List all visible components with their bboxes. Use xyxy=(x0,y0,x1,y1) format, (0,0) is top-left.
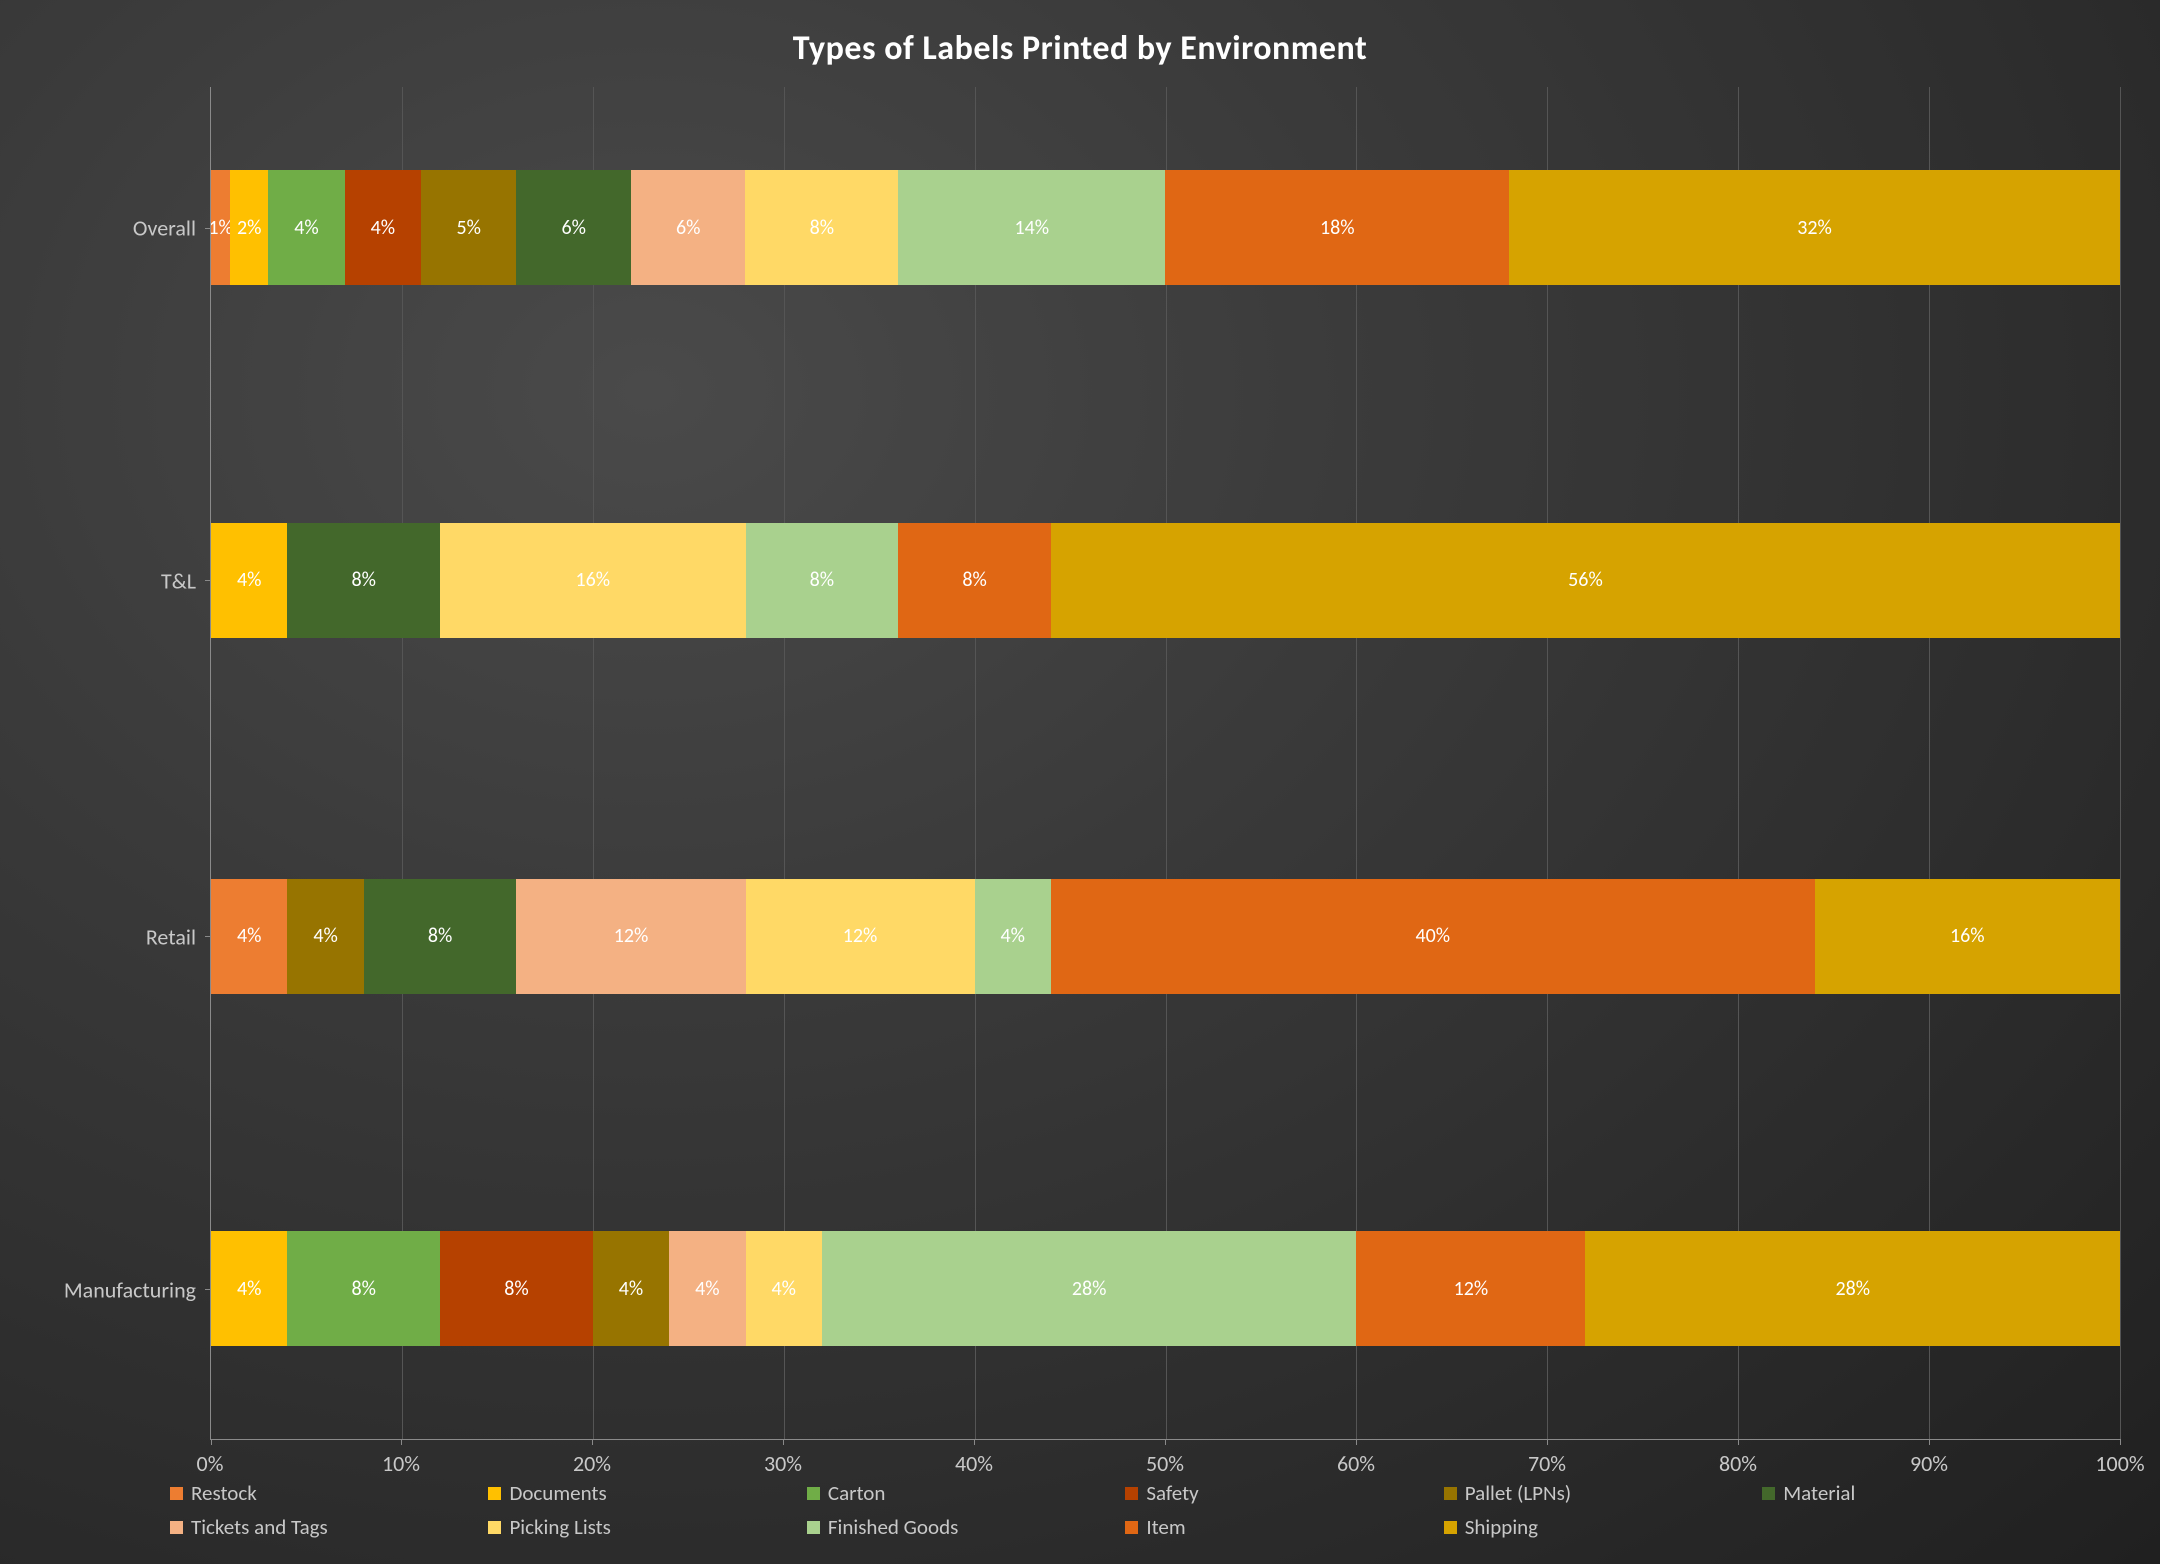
bar-segment-carton: 8% xyxy=(287,1231,440,1346)
legend-item-pallet: Pallet (LPNs) xyxy=(1444,1480,1762,1506)
bar-segment-tickets: 4% xyxy=(669,1231,745,1346)
bar-row: 4%4%8%12%12%4%40%16% xyxy=(211,879,2120,994)
chart-title: Types of Labels Printed by Environment xyxy=(40,28,2120,69)
bar-row: 1%2%4%4%5%6%6%8%14%18%32% xyxy=(211,170,2120,285)
legend-item-safety: Safety xyxy=(1125,1480,1443,1506)
bar-segment-restock: 1% xyxy=(211,170,230,285)
bar-segment-finished: 8% xyxy=(746,523,899,638)
bar-segment-documents: 2% xyxy=(230,170,268,285)
legend-label: Material xyxy=(1783,1480,1855,1506)
legend-swatch xyxy=(488,1487,501,1500)
legend-label: Carton xyxy=(828,1480,886,1506)
gridline xyxy=(2120,87,2121,1439)
x-tick-label: 0% xyxy=(197,1450,224,1477)
bar-segment-pallet: 4% xyxy=(593,1231,669,1346)
x-tick-label: 60% xyxy=(1337,1450,1375,1477)
bar-segment-picking: 4% xyxy=(746,1231,822,1346)
legend-item-item: Item xyxy=(1125,1514,1443,1540)
x-tick-label: 10% xyxy=(382,1450,420,1477)
bar-segment-safety: 8% xyxy=(440,1231,593,1346)
plot-area: 1%2%4%4%5%6%6%8%14%18%32%4%8%16%8%8%56%4… xyxy=(210,87,2120,1440)
category-label: T&L xyxy=(161,567,196,594)
legend-label: Item xyxy=(1146,1514,1185,1540)
bar-segment-restock: 4% xyxy=(211,879,287,994)
legend-label: Documents xyxy=(509,1480,606,1506)
chart-container: Types of Labels Printed by Environment O… xyxy=(0,0,2160,1564)
x-tick-label: 30% xyxy=(764,1450,802,1477)
x-tick-label: 70% xyxy=(1528,1450,1566,1477)
legend-item-restock: Restock xyxy=(170,1480,488,1506)
bar-row: 4%8%8%4%0%4%4%28%12%28% xyxy=(211,1231,2120,1346)
legend-swatch xyxy=(1762,1487,1775,1500)
legend-item-tickets: Tickets and Tags xyxy=(170,1514,488,1540)
legend-swatch xyxy=(1125,1521,1138,1534)
bar-row: 4%8%16%8%8%56% xyxy=(211,523,2120,638)
category-label: Retail xyxy=(146,923,196,950)
bar-segment-finished: 28% xyxy=(822,1231,1357,1346)
legend-label: Pallet (LPNs) xyxy=(1465,1480,1571,1506)
bar-segment-tickets: 12% xyxy=(516,879,745,994)
bar-segment-picking: 8% xyxy=(745,170,898,285)
bar-segment-shipping: 56% xyxy=(1051,523,2120,638)
legend-label: Finished Goods xyxy=(828,1514,958,1540)
legend-swatch xyxy=(1444,1521,1457,1534)
bar-segment-shipping: 32% xyxy=(1509,170,2120,285)
legend-swatch xyxy=(1444,1487,1457,1500)
legend-label: Shipping xyxy=(1465,1514,1538,1540)
bar-segment-finished: 4% xyxy=(975,879,1051,994)
legend-swatch xyxy=(807,1487,820,1500)
legend-item-finished: Finished Goods xyxy=(807,1514,1125,1540)
bar-segment-finished: 14% xyxy=(898,170,1165,285)
x-tick-label: 80% xyxy=(1719,1450,1757,1477)
legend-label: Picking Lists xyxy=(509,1514,610,1540)
x-tick-label: 50% xyxy=(1146,1450,1184,1477)
bar-segment-item: 40% xyxy=(1051,879,1815,994)
legend-item-shipping: Shipping xyxy=(1444,1514,1762,1540)
bar-segment-item: 12% xyxy=(1356,1231,1585,1346)
bar-segment-pallet: 4% xyxy=(287,879,363,994)
y-axis-labels: Overall T&L Retail Manufacturing xyxy=(40,87,210,1440)
bar-segment-documents: 4% xyxy=(211,523,287,638)
category-label: Overall xyxy=(133,214,196,241)
plot-zone: OverallT&LRetailManufacturing 1%2%4%4%5%… xyxy=(40,87,2120,1440)
bar-segment-material: 8% xyxy=(364,879,517,994)
bar-segment-documents: 4% xyxy=(211,1231,287,1346)
legend: Restock Documents Carton Safety Pallet (LPNs… xyxy=(170,1480,2100,1540)
x-tick-label: 20% xyxy=(573,1450,611,1477)
legend-swatch xyxy=(170,1521,183,1534)
bar-segment-shipping: 16% xyxy=(1815,879,2120,994)
legend-item-material: Material xyxy=(1762,1480,2080,1506)
x-tick-label: 40% xyxy=(955,1450,993,1477)
bar-segment-picking: 16% xyxy=(440,523,745,638)
legend-label: Safety xyxy=(1146,1480,1198,1506)
category-label: Manufacturing xyxy=(64,1276,196,1303)
x-tick-label: 100% xyxy=(2095,1450,2144,1477)
bar-segment-material: 8% xyxy=(287,523,440,638)
legend-item-picking: Picking Lists xyxy=(488,1514,806,1540)
legend-item-carton: Carton xyxy=(807,1480,1125,1506)
legend-swatch xyxy=(170,1487,183,1500)
bar-segment-carton: 4% xyxy=(268,170,344,285)
legend-swatch xyxy=(807,1521,820,1534)
legend-swatch xyxy=(1125,1487,1138,1500)
bar-segment-item: 8% xyxy=(898,523,1051,638)
bar-segment-pallet: 5% xyxy=(421,170,516,285)
legend-item-documents: Documents xyxy=(488,1480,806,1506)
bar-segment-safety: 4% xyxy=(345,170,421,285)
bar-segment-material: 6% xyxy=(516,170,631,285)
bar-segment-picking: 12% xyxy=(746,879,975,994)
legend-label: Tickets and Tags xyxy=(191,1514,328,1540)
bar-segment-item: 18% xyxy=(1165,170,1509,285)
bar-segment-tickets: 6% xyxy=(631,170,746,285)
bar-segment-shipping: 28% xyxy=(1585,1231,2120,1346)
x-tick-label: 90% xyxy=(1910,1450,1948,1477)
legend-swatch xyxy=(488,1521,501,1534)
legend-label: Restock xyxy=(191,1480,257,1506)
x-axis: 0%10%20%30%40%50%60%70%80%90%100% xyxy=(210,1440,2120,1480)
